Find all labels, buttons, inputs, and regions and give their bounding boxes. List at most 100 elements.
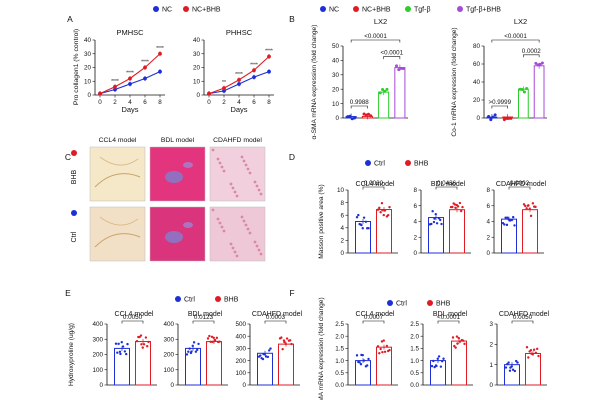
p-value-label: 0.0050 (123, 314, 143, 321)
cell-nucleus (246, 167, 250, 171)
p-value-label: >0.9999 (488, 99, 511, 106)
collagen-stain (165, 171, 183, 183)
data-point (290, 342, 293, 346)
data-point (359, 223, 363, 226)
data-point (395, 64, 399, 68)
data-point (487, 114, 491, 118)
significance-bracket (264, 320, 287, 324)
x-tick-label: 6 (252, 99, 256, 106)
cell-nucleus (211, 208, 215, 212)
y-tick-label: 10 (84, 78, 92, 85)
data-point (158, 51, 162, 56)
bar-ctrl (257, 352, 273, 386)
data-point (269, 347, 272, 350)
x-tick-label: 6 (143, 99, 147, 106)
data-point (505, 116, 509, 120)
data-point (383, 209, 387, 212)
data-point (528, 207, 531, 211)
significance-mark: **** (265, 49, 273, 55)
data-point (437, 355, 441, 358)
significance-bracket (435, 186, 458, 190)
data-point (381, 208, 384, 212)
bar-ctrl (355, 221, 371, 254)
cell-nucleus (229, 242, 233, 246)
row-dot (71, 150, 77, 156)
data-point (512, 215, 515, 219)
y-tick-label: 300 (163, 336, 174, 343)
data-point (456, 342, 459, 345)
legend-dot-2 (405, 6, 411, 12)
x-tick-label: 0 (207, 99, 211, 106)
bar-ctrl (355, 360, 371, 386)
cell-nucleus (242, 219, 246, 223)
significance-mark: ** (222, 80, 226, 86)
significance-mark: **** (141, 60, 149, 66)
data-point (507, 116, 511, 120)
data-point (401, 67, 405, 71)
cell-nucleus (253, 240, 257, 244)
data-point (381, 350, 384, 354)
legend-label-ctrl: Ctrl (374, 161, 385, 168)
y-tick-label: 100 (235, 370, 246, 377)
data-point (524, 204, 527, 208)
y-tick-label: 40 (473, 79, 481, 86)
chart-title: BDL model (188, 311, 223, 318)
data-point (525, 346, 529, 349)
data-point (222, 86, 226, 91)
panel-e: Ctrl BHB Hydroxyproline (ug/g) CCL4 model 0 1… (68, 296, 303, 389)
data-point (185, 353, 189, 356)
data-point (367, 357, 370, 361)
cell-nucleus (244, 163, 248, 167)
data-point (381, 87, 385, 91)
y-axis-label: c-SMA mRNA expression (fold change) (318, 297, 325, 400)
data-point (98, 91, 102, 96)
histology-column-label: CCL4 model (99, 137, 137, 144)
tissue-fiber (94, 173, 141, 188)
bar-ctrl (430, 360, 446, 386)
data-point (458, 340, 462, 343)
data-point (439, 365, 443, 368)
y-tick-label: 0 (99, 382, 103, 389)
data-point (379, 347, 382, 351)
data-point (206, 337, 210, 340)
cell-nucleus (257, 188, 261, 192)
cell-nucleus (235, 194, 239, 198)
data-point (117, 342, 120, 346)
data-point (540, 61, 544, 65)
legend-label-bhb: BHB (414, 161, 429, 168)
legend-label-nc-bhb: NC+BHB (192, 7, 221, 14)
bar-chart-2: CDAHFD model 0 2 4 6 8 0.0002 (486, 180, 546, 257)
data-point (388, 205, 391, 209)
y-tick-label: 6 (486, 203, 490, 210)
y-tick-label: 1.0 (410, 358, 419, 365)
p-value-label: <0.0001 (364, 33, 387, 40)
y-tick-label: 10 (337, 187, 345, 194)
cell-nucleus (216, 217, 220, 221)
data-point (378, 206, 381, 210)
collagen-stain (183, 162, 193, 168)
row-dot (71, 210, 77, 216)
data-point (434, 364, 438, 367)
bar-chart-0: CCL4 model 0 2 4 6 8 10 0.0020 (337, 180, 398, 257)
cell-nucleus (220, 165, 224, 169)
data-point (118, 350, 122, 353)
data-point (382, 339, 385, 342)
bar-chart-2: CDAHFD model 0 1 2 3 0.0050 (489, 311, 549, 389)
y-tick-label: 6 (413, 203, 417, 210)
y-tick-label: 20 (473, 97, 481, 104)
data-point (529, 348, 533, 352)
legend-label-nc: NC (162, 7, 172, 14)
data-point (222, 88, 226, 93)
data-point (460, 209, 463, 213)
cell-nucleus (229, 182, 233, 186)
histology-image-tile (209, 146, 266, 202)
data-point (252, 75, 256, 80)
y-tick-label: 8 (413, 187, 417, 194)
y-tick-label: 0 (340, 250, 344, 257)
y-tick-label: 60 (473, 61, 481, 68)
data-point (456, 205, 460, 208)
y-tick-label: 200 (235, 358, 246, 365)
cell-nucleus (233, 190, 237, 194)
cell-nucleus (255, 244, 259, 248)
